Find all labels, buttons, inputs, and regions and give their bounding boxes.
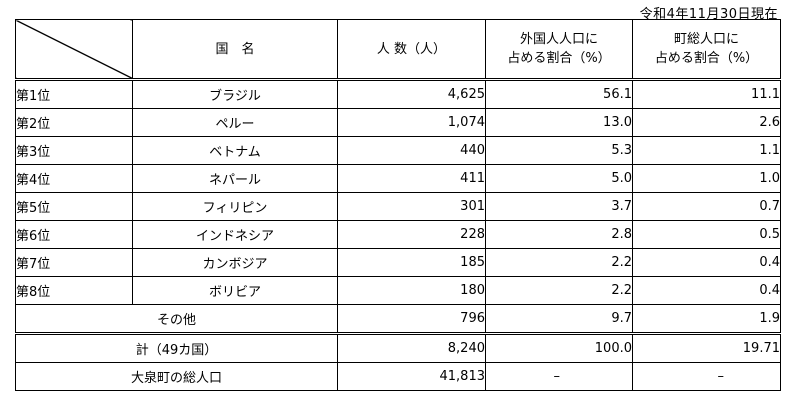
country-cell: カンボジア [132, 248, 338, 277]
share-foreign-cell: 2.2 [485, 276, 633, 305]
share-town-cell: 1.0 [632, 164, 781, 193]
country-cell: ベトナム [132, 136, 338, 165]
rank-cell: 第7位 [15, 248, 133, 277]
share-town-cell: 0.4 [632, 248, 781, 277]
town-total-row: 大泉町の総人口 41,813 – – [15, 362, 781, 391]
population-cell: 4,625 [337, 79, 486, 109]
share-town-cell: 0.4 [632, 276, 781, 305]
town-total-label: 大泉町の総人口 [15, 362, 338, 391]
town-total-population: 41,813 [337, 362, 486, 391]
rank-cell: 第6位 [15, 220, 133, 249]
header-share-town-line1: 町総人口に [673, 32, 739, 47]
share-town-cell: 0.7 [632, 192, 781, 221]
header-share-foreign-line2: 占める割合（%） [507, 51, 611, 66]
table-row: 第3位 ベトナム 440 5.3 1.1 [15, 136, 781, 165]
table-row: 第7位 カンボジア 185 2.2 0.4 [15, 248, 781, 277]
share-foreign-cell: 13.0 [485, 108, 633, 137]
other-share-town: 1.9 [632, 304, 781, 334]
header-share-town-line2: 占める割合（%） [654, 51, 759, 66]
country-cell: ブラジル [132, 79, 338, 109]
rank-cell: 第3位 [15, 136, 133, 165]
rank-cell: 第1位 [15, 79, 133, 109]
table-header-row: 国 名 人 数（人） 外国人人口に 占める割合（%） 町総人口に 占める割合（%… [15, 19, 781, 81]
rank-cell: 第5位 [15, 192, 133, 221]
share-town-cell: 2.6 [632, 108, 781, 137]
rank-cell: 第8位 [15, 276, 133, 305]
total-share-foreign: 100.0 [485, 332, 633, 363]
as-of-date: 令和4年11月30日現在 [639, 7, 778, 22]
share-town-cell: 11.1 [632, 79, 781, 109]
share-foreign-cell: 56.1 [485, 79, 633, 109]
table-row: 第8位 ボリビア 180 2.2 0.4 [15, 276, 781, 305]
header-share-foreign-line1: 外国人人口に [519, 32, 598, 47]
share-foreign-cell: 2.2 [485, 248, 633, 277]
header-country: 国 名 [132, 19, 338, 81]
population-cell: 180 [337, 276, 486, 305]
share-foreign-cell: 2.8 [485, 220, 633, 249]
share-town-cell: 1.1 [632, 136, 781, 165]
share-town-cell: 0.5 [632, 220, 781, 249]
population-cell: 228 [337, 220, 486, 249]
diagonal-corner-cell [15, 19, 133, 81]
country-cell: フィリピン [132, 192, 338, 221]
rank-cell: 第2位 [15, 108, 133, 137]
total-population: 8,240 [337, 332, 486, 363]
population-cell: 185 [337, 248, 486, 277]
table-row: 第1位 ブラジル 4,625 56.1 11.1 [15, 79, 781, 109]
share-foreign-cell: 5.0 [485, 164, 633, 193]
table-row: 第5位 フィリピン 301 3.7 0.7 [15, 192, 781, 221]
other-share-foreign: 9.7 [485, 304, 633, 334]
foreign-population-table: 国 名 人 数（人） 外国人人口に 占める割合（%） 町総人口に 占める割合（%… [15, 19, 781, 391]
country-cell: インドネシア [132, 220, 338, 249]
share-foreign-cell: 3.7 [485, 192, 633, 221]
population-cell: 440 [337, 136, 486, 165]
other-population: 796 [337, 304, 486, 334]
table-row: 第2位 ペルー 1,074 13.0 2.6 [15, 108, 781, 137]
total-share-town: 19.71 [632, 332, 781, 363]
country-cell: ボリビア [132, 276, 338, 305]
town-total-share-town: – [632, 362, 781, 391]
population-cell: 411 [337, 164, 486, 193]
other-label: その他 [15, 304, 338, 334]
table-row: 第4位 ネパール 411 5.0 1.0 [15, 164, 781, 193]
population-cell: 301 [337, 192, 486, 221]
population-cell: 1,074 [337, 108, 486, 137]
share-foreign-cell: 5.3 [485, 136, 633, 165]
total-row: 計（49カ国） 8,240 100.0 19.71 [15, 332, 781, 363]
total-label: 計（49カ国） [15, 332, 338, 363]
town-total-share-foreign: – [485, 362, 633, 391]
header-share-foreign: 外国人人口に 占める割合（%） [485, 19, 633, 81]
country-cell: ペルー [132, 108, 338, 137]
table-row: 第6位 インドネシア 228 2.8 0.5 [15, 220, 781, 249]
header-share-town: 町総人口に 占める割合（%） [632, 19, 781, 81]
rank-cell: 第4位 [15, 164, 133, 193]
country-cell: ネパール [132, 164, 338, 193]
other-row: その他 796 9.7 1.9 [15, 304, 781, 334]
header-population: 人 数（人） [337, 19, 486, 81]
